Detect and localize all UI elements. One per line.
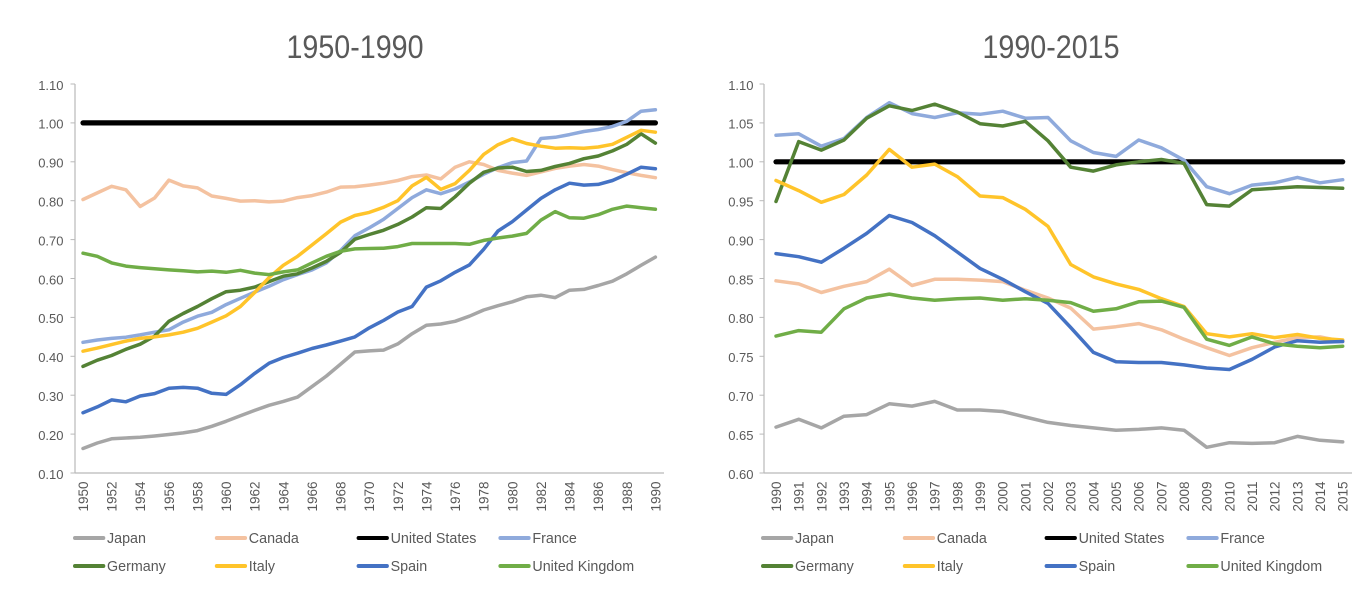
svg-text:1.10: 1.10	[728, 78, 753, 93]
svg-text:0.70: 0.70	[38, 233, 63, 248]
svg-text:1978: 1978	[476, 481, 492, 511]
svg-text:1980: 1980	[504, 481, 520, 511]
svg-text:1982: 1982	[533, 481, 549, 511]
svg-text:0.95: 0.95	[728, 195, 753, 210]
svg-text:1993: 1993	[836, 481, 852, 511]
svg-text:1954: 1954	[132, 481, 148, 511]
svg-text:2005: 2005	[1108, 481, 1124, 511]
svg-text:0.65: 0.65	[728, 428, 753, 443]
svg-text:1958: 1958	[190, 481, 206, 511]
svg-text:1990: 1990	[768, 481, 784, 511]
svg-text:1976: 1976	[447, 481, 463, 511]
svg-text:Japan: Japan	[107, 531, 146, 547]
svg-text:1988: 1988	[619, 481, 635, 511]
svg-text:Canada: Canada	[937, 531, 987, 547]
svg-text:0.90: 0.90	[38, 156, 63, 171]
svg-text:1972: 1972	[390, 481, 406, 511]
svg-text:0.10: 0.10	[38, 467, 63, 482]
svg-text:Spain: Spain	[391, 559, 428, 575]
svg-text:United States: United States	[391, 531, 477, 547]
svg-text:2011: 2011	[1244, 481, 1260, 511]
svg-text:1950: 1950	[75, 481, 91, 511]
svg-text:1996: 1996	[904, 481, 920, 511]
svg-text:0.80: 0.80	[38, 195, 63, 210]
svg-text:2000: 2000	[995, 481, 1011, 511]
svg-text:0.85: 0.85	[728, 272, 753, 287]
svg-text:2009: 2009	[1199, 481, 1215, 511]
svg-text:1994: 1994	[859, 481, 875, 511]
svg-text:1.00: 1.00	[38, 117, 63, 132]
svg-text:0.70: 0.70	[728, 389, 753, 404]
svg-text:Germany: Germany	[795, 559, 855, 575]
svg-text:2013: 2013	[1289, 481, 1305, 511]
svg-text:1986: 1986	[590, 481, 606, 511]
svg-text:0.75: 0.75	[728, 350, 753, 365]
svg-text:0.50: 0.50	[38, 311, 63, 326]
svg-text:1966: 1966	[304, 481, 320, 511]
svg-text:1960: 1960	[218, 481, 234, 511]
svg-text:1.05: 1.05	[728, 117, 753, 132]
svg-text:1997: 1997	[927, 481, 943, 511]
svg-text:France: France	[532, 531, 577, 547]
svg-text:2015: 2015	[1335, 481, 1351, 511]
svg-text:1962: 1962	[247, 481, 263, 511]
svg-text:Germany: Germany	[107, 559, 167, 575]
svg-text:Spain: Spain	[1079, 559, 1116, 575]
svg-text:1952: 1952	[104, 481, 120, 511]
svg-text:2012: 2012	[1267, 481, 1283, 511]
svg-text:2001: 2001	[1017, 481, 1033, 511]
svg-text:Italy: Italy	[249, 559, 276, 575]
svg-text:United States: United States	[1079, 531, 1165, 547]
svg-text:2010: 2010	[1221, 481, 1237, 511]
svg-text:Italy: Italy	[937, 559, 964, 575]
svg-text:France: France	[1220, 531, 1265, 547]
svg-text:2006: 2006	[1131, 481, 1147, 511]
svg-text:1950-1990: 1950-1990	[287, 29, 424, 65]
svg-text:1956: 1956	[161, 481, 177, 511]
svg-text:1.10: 1.10	[38, 78, 63, 93]
svg-text:2008: 2008	[1176, 481, 1192, 511]
svg-text:1991: 1991	[791, 481, 807, 511]
svg-text:2007: 2007	[1153, 481, 1169, 511]
svg-text:1970: 1970	[361, 481, 377, 511]
svg-text:1995: 1995	[881, 481, 897, 511]
svg-text:1992: 1992	[813, 481, 829, 511]
svg-text:2004: 2004	[1085, 481, 1101, 511]
svg-text:1964: 1964	[275, 481, 291, 511]
svg-text:2003: 2003	[1063, 481, 1079, 511]
svg-text:0.90: 0.90	[728, 233, 753, 248]
svg-text:1999: 1999	[972, 481, 988, 511]
svg-text:Japan: Japan	[795, 531, 834, 547]
svg-text:1990-2015: 1990-2015	[983, 29, 1120, 65]
svg-text:1984: 1984	[562, 481, 578, 511]
svg-text:United Kingdom: United Kingdom	[532, 559, 634, 575]
svg-text:1998: 1998	[949, 481, 965, 511]
svg-text:United Kingdom: United Kingdom	[1220, 559, 1322, 575]
svg-text:1968: 1968	[333, 481, 349, 511]
svg-text:0.60: 0.60	[38, 272, 63, 287]
svg-text:1.00: 1.00	[728, 156, 753, 171]
svg-text:1990: 1990	[647, 481, 663, 511]
svg-text:1974: 1974	[418, 481, 434, 511]
svg-text:0.30: 0.30	[38, 389, 63, 404]
svg-text:2002: 2002	[1040, 481, 1056, 511]
svg-text:2014: 2014	[1312, 481, 1328, 511]
svg-text:0.80: 0.80	[728, 311, 753, 326]
svg-text:0.60: 0.60	[728, 467, 753, 482]
svg-text:0.20: 0.20	[38, 428, 63, 443]
svg-text:0.40: 0.40	[38, 350, 63, 365]
svg-text:Canada: Canada	[249, 531, 299, 547]
